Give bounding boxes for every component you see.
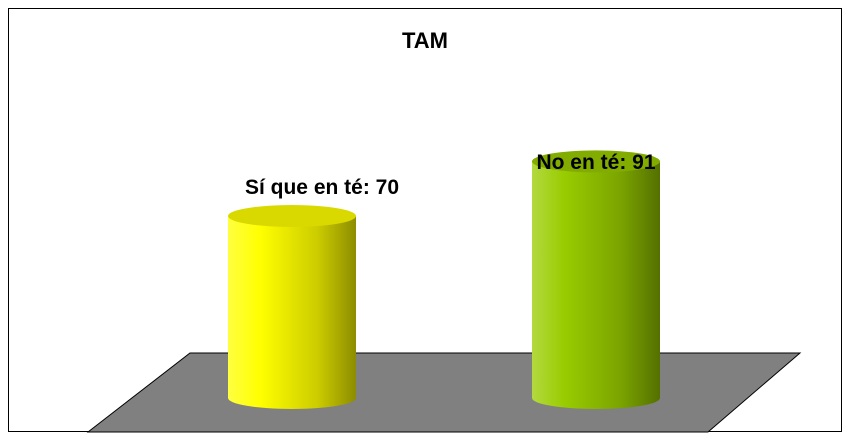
cylinder-top xyxy=(228,205,356,227)
cylinder-top xyxy=(532,150,660,173)
chart-title: TAM xyxy=(401,28,449,53)
data-label: Sí que en té: 70 xyxy=(244,176,400,199)
data-label: No en té: 91 xyxy=(536,151,656,175)
cylinder-body xyxy=(228,216,356,409)
cylinder-body xyxy=(532,161,660,409)
floor xyxy=(86,352,802,433)
